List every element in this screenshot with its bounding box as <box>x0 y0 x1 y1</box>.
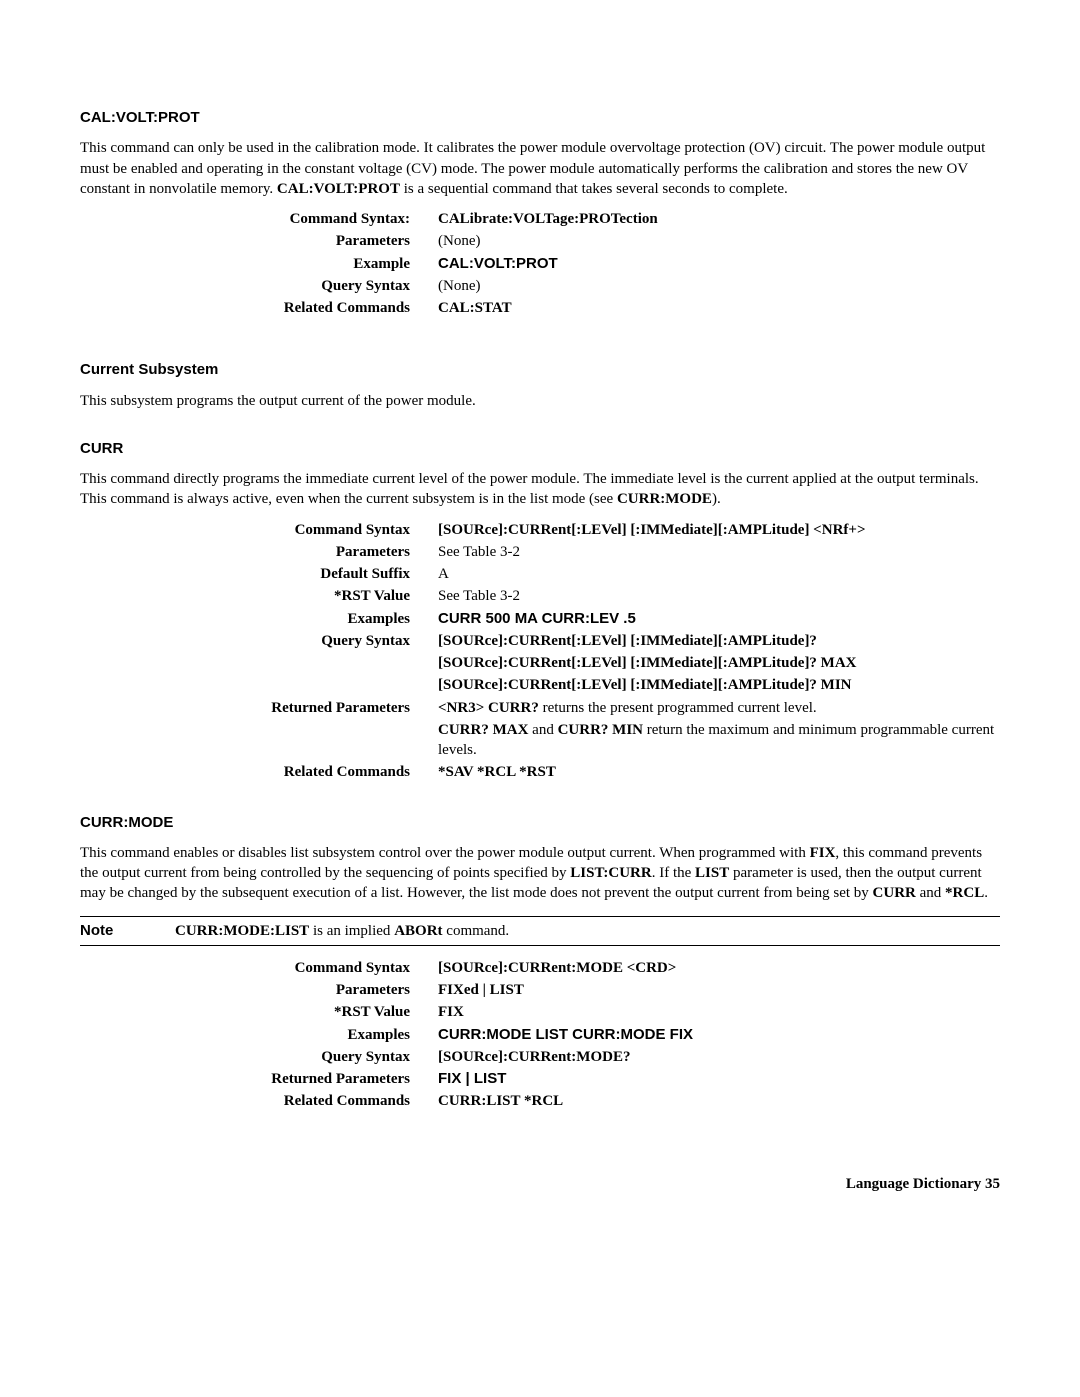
s4-v1: [SOURce]:CURRent:MODE <CRD> <box>438 958 693 980</box>
section1-para-tail: is a sequential command that takes sever… <box>400 181 788 197</box>
s4-pj: *RCL <box>945 885 984 901</box>
section2-title: Current Subsystem <box>80 360 1000 380</box>
s3-v7b-m: and <box>528 722 557 738</box>
s4-pe: . If the <box>652 865 695 881</box>
section1-table: Command Syntax: CALibrate:VOLTage:PROTec… <box>230 209 658 320</box>
s4-pd: LIST:CURR <box>570 865 651 881</box>
s3-v7a-b1: <NR3> CURR? <box>438 700 539 716</box>
section1-defs: Command Syntax: CALibrate:VOLTage:PROTec… <box>80 209 1000 320</box>
s4-pb: FIX <box>810 845 836 861</box>
section3-para-tail: ). <box>712 491 721 507</box>
s1-v1: CALibrate:VOLTage:PROTection <box>438 209 658 231</box>
section3-table: Command Syntax [SOURce]:CURRent[:LEVel] … <box>230 520 1000 785</box>
s3-v7b-b1: CURR? MAX <box>438 722 528 738</box>
section1-para-bold: CAL:VOLT:PROT <box>277 181 400 197</box>
note-b1: CURR:MODE:LIST <box>175 923 309 939</box>
s3-v6b: [SOURce]:CURRent[:LEVel] [:IMMediate][:A… <box>438 653 1000 675</box>
s4-v2: FIXed | LIST <box>438 980 693 1002</box>
s3-v2: See Table 3-2 <box>438 542 1000 564</box>
s4-l5: Query Syntax <box>230 1047 438 1069</box>
s4-l4: Examples <box>230 1025 438 1047</box>
s3-v6a: [SOURce]:CURRent[:LEVel] [:IMMediate][:A… <box>438 631 1000 653</box>
s4-ph: CURR <box>873 885 916 901</box>
s3-l4: *RST Value <box>230 586 438 608</box>
note-label: Note <box>80 921 175 941</box>
section1-para: This command can only be used in the cal… <box>80 138 1000 199</box>
s3-l2: Parameters <box>230 542 438 564</box>
section3-para-text: This command directly programs the immed… <box>80 471 979 507</box>
s3-l7: Returned Parameters <box>230 698 438 720</box>
s1-v3: CAL:VOLT:PROT <box>438 254 658 276</box>
s4-v6: FIX | LIST <box>438 1069 693 1091</box>
s3-v3: A <box>438 564 1000 586</box>
note-m: is an implied <box>309 923 394 939</box>
section3-title: CURR <box>80 439 1000 459</box>
s4-pf: LIST <box>695 865 729 881</box>
note-t: command. <box>443 923 510 939</box>
s3-l5: Examples <box>230 609 438 631</box>
s4-v3: FIX <box>438 1002 693 1024</box>
note-text: CURR:MODE:LIST is an implied ABORt comma… <box>175 921 509 941</box>
s1-l4: Query Syntax <box>230 276 438 298</box>
s1-l5: Related Commands <box>230 298 438 320</box>
note-b2: ABORt <box>394 923 442 939</box>
section3-para: This command directly programs the immed… <box>80 469 1000 510</box>
s3-v4: See Table 3-2 <box>438 586 1000 608</box>
s3-l6: Query Syntax <box>230 631 438 653</box>
s1-l1: Command Syntax: <box>230 209 438 231</box>
s3-v7b-b2: CURR? MIN <box>558 722 643 738</box>
section2-para: This subsystem programs the output curre… <box>80 391 1000 411</box>
s4-l3: *RST Value <box>230 1002 438 1024</box>
s4-pi: and <box>916 885 945 901</box>
s1-v5: CAL:STAT <box>438 298 658 320</box>
section4-defs: Command Syntax [SOURce]:CURRent:MODE <CR… <box>80 958 1000 1114</box>
s3-v7a: <NR3> CURR? returns the present programm… <box>438 698 1000 720</box>
s1-l2: Parameters <box>230 231 438 253</box>
s4-pk: . <box>984 885 988 901</box>
s4-l7: Related Commands <box>230 1091 438 1113</box>
s3-v7b: CURR? MAX and CURR? MIN return the maxim… <box>438 720 1000 763</box>
s3-l3: Default Suffix <box>230 564 438 586</box>
s4-l1: Command Syntax <box>230 958 438 980</box>
section4-table: Command Syntax [SOURce]:CURRent:MODE <CR… <box>230 958 693 1114</box>
s3-v8: *SAV *RCL *RST <box>438 762 1000 784</box>
s1-v4: (None) <box>438 276 658 298</box>
section4-para: This command enables or disables list su… <box>80 843 1000 904</box>
s4-l2: Parameters <box>230 980 438 1002</box>
s3-v5: CURR 500 MA CURR:LEV .5 <box>438 609 1000 631</box>
section4-title: CURR:MODE <box>80 813 1000 833</box>
section3-para-bold: CURR:MODE <box>617 491 712 507</box>
s3-v1: [SOURce]:CURRent[:LEVel] [:IMMediate][:A… <box>438 520 1000 542</box>
s1-v2: (None) <box>438 231 658 253</box>
s3-l8: Related Commands <box>230 762 438 784</box>
s4-v4: CURR:MODE LIST CURR:MODE FIX <box>438 1025 693 1047</box>
s3-l1: Command Syntax <box>230 520 438 542</box>
s4-l6: Returned Parameters <box>230 1069 438 1091</box>
s4-v5: [SOURce]:CURRent:MODE? <box>438 1047 693 1069</box>
s4-v7: CURR:LIST *RCL <box>438 1091 693 1113</box>
section1-title: CAL:VOLT:PROT <box>80 108 1000 128</box>
section3-defs: Command Syntax [SOURce]:CURRent[:LEVel] … <box>80 520 1000 785</box>
s3-v7a-t1: returns the present programmed current l… <box>539 700 817 716</box>
s4-pa: This command enables or disables list su… <box>80 845 810 861</box>
s1-l3: Example <box>230 254 438 276</box>
s3-v6c: [SOURce]:CURRent[:LEVel] [:IMMediate][:A… <box>438 675 1000 697</box>
page-footer: Language Dictionary 35 <box>80 1174 1000 1194</box>
note-box: Note CURR:MODE:LIST is an implied ABORt … <box>80 916 1000 946</box>
